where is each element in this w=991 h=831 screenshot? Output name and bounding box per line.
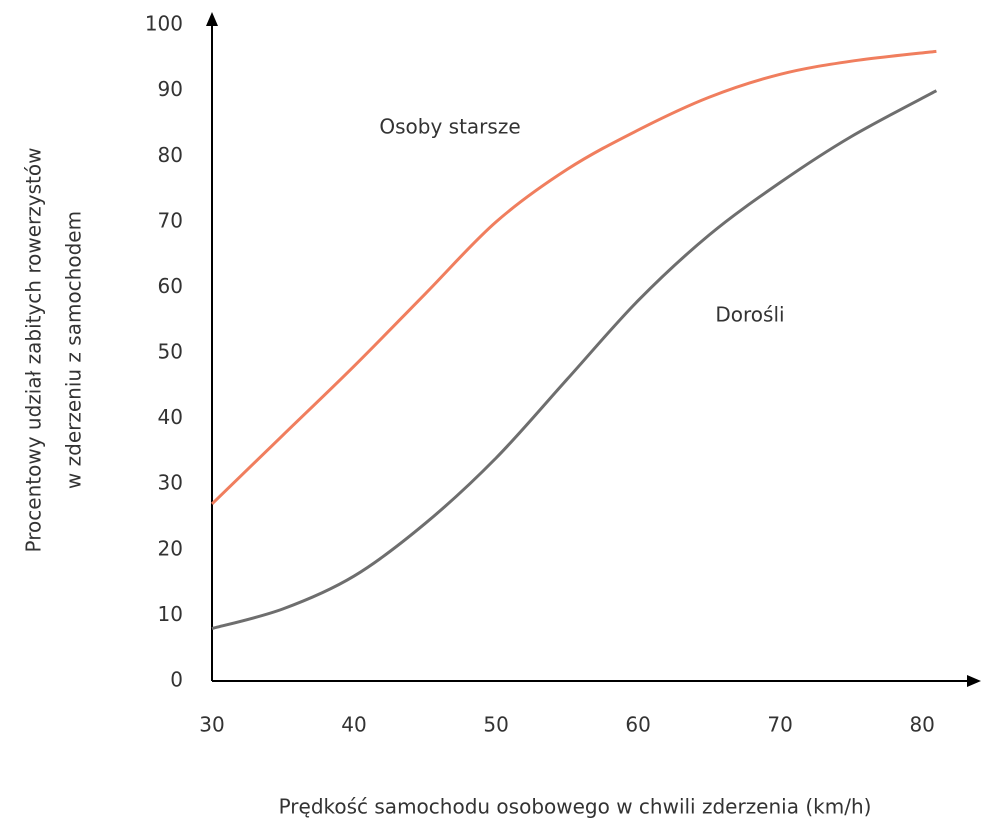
x-tick-label: 50 [483,713,508,737]
y-tick-label: 50 [158,340,183,364]
y-tick-label: 30 [158,471,183,495]
x-tick-label: 80 [909,713,934,737]
series-line [211,89,938,630]
y-axis-arrow [206,12,218,26]
y-tick-label: 20 [158,536,183,560]
y-tick-label: 100 [145,12,183,36]
x-tick-label: 40 [341,713,366,737]
y-axis-label: Procentowy udział zabitych rowerzystów [22,148,46,553]
y-tick-label: 40 [158,405,183,429]
y-tick-label: 0 [170,668,183,692]
x-tick-label: 60 [625,713,650,737]
x-tick-label: 70 [767,713,792,737]
series-line [210,49,937,505]
series-label: Dorośli [715,303,784,327]
x-axis-label: Prędkość samochodu osobowego w chwili zd… [279,795,872,819]
y-tick-label: 90 [158,77,183,101]
y-tick-label: 60 [158,274,183,298]
y-tick-label: 80 [158,143,183,167]
x-axis-arrow [967,675,981,687]
y-tick-label: 70 [158,208,183,232]
y-tick-label: 10 [158,602,183,626]
series-label: Osoby starsze [379,115,520,139]
y-axis-label: w zderzeniu z samochodem [62,211,86,489]
x-tick-label: 30 [199,713,224,737]
